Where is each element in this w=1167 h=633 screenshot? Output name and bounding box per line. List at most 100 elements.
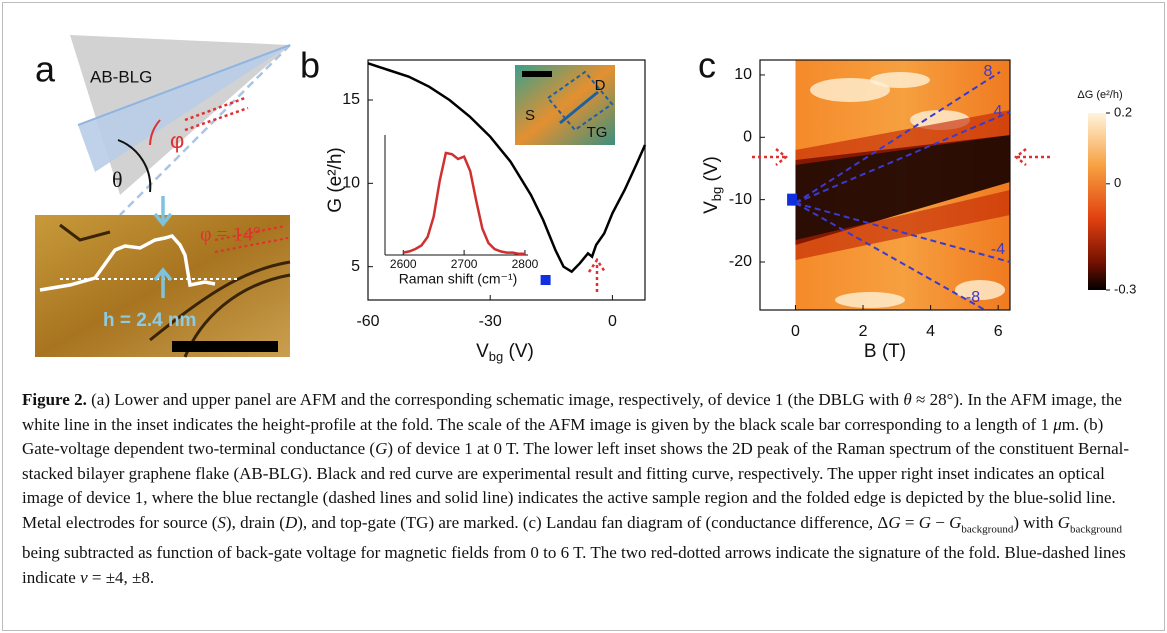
panel-label: c: [698, 45, 716, 86]
colorbar-tick-label: -0.3: [1114, 281, 1136, 296]
colorbar-tick-label: 0: [1114, 175, 1121, 190]
y-tick-label: -10: [729, 191, 752, 208]
heatmap-feature: [870, 72, 930, 88]
caption-math: G: [888, 512, 901, 532]
y-tick-label: 5: [351, 258, 360, 275]
x-tick-label: 0: [608, 313, 617, 330]
caption-text: m. (b) Gate-voltage dependent two-termin…: [22, 414, 1104, 459]
axis-label-unit: (V): [503, 341, 534, 362]
phi-value: φ = 14°: [200, 224, 261, 246]
caption-text: ), drain (: [225, 512, 285, 532]
caption-label: Figure 2.: [22, 390, 87, 409]
caption-subscript: background: [961, 522, 1014, 535]
marker: [787, 193, 798, 206]
axis-label-main: V: [701, 201, 722, 214]
caption-text: (a) Lower and upper panel are AFM and th…: [86, 390, 904, 409]
caption-math: G: [918, 512, 932, 532]
x-tick-label: 2800: [512, 257, 539, 271]
figure: AB-BLG φ θ a φ = 14° h = 2.4 nm -60 -30 0 5…: [35, 35, 1136, 364]
optical-image: [515, 65, 615, 145]
plot-frame: [367, 59, 646, 301]
edge-line: [77, 44, 291, 126]
y-tick-label: 10: [342, 175, 360, 192]
caption-math: D: [284, 512, 298, 532]
fold-line: [119, 44, 291, 216]
caption-math: S: [217, 512, 226, 532]
axis-label-unit: (V): [701, 156, 722, 187]
axis-label: Raman shift (cm⁻¹): [399, 271, 518, 287]
sample-region: [546, 70, 614, 132]
caption-text: −: [931, 512, 950, 532]
angle-line: [184, 96, 246, 122]
colorbar-tick-label: 0.2: [1114, 104, 1132, 119]
phi-arc: [149, 119, 161, 146]
angle-line: [184, 106, 249, 132]
caption-text: ) with: [1013, 512, 1058, 532]
y-tick-label: -20: [729, 253, 752, 270]
plot-frame: [759, 59, 1011, 311]
axis-label-sub: bg: [489, 349, 503, 364]
caption-math: ν: [80, 567, 88, 587]
marker: [540, 275, 551, 285]
height-arrow: [153, 196, 173, 298]
data-line: [403, 151, 525, 256]
heatmap-feature: [810, 78, 890, 102]
y-tick-label: 0: [743, 129, 752, 146]
electrode-label: TG: [587, 124, 608, 141]
x-tick-label: 4: [926, 323, 935, 340]
filling-factor-line: [795, 202, 1011, 263]
electrode-label: D: [595, 77, 606, 94]
x-tick-label: -30: [479, 313, 502, 330]
electrode-label: S: [525, 107, 535, 124]
caption-text: = ±4, ±8.: [87, 567, 155, 587]
axis-label-sub: bg: [709, 187, 724, 201]
axis-label: Vbg (V): [701, 156, 724, 214]
x-tick-label: 2700: [451, 257, 478, 271]
caption-math: G: [1057, 512, 1071, 532]
scale-bar: [522, 71, 552, 77]
filling-factor-label: -4: [991, 241, 1005, 258]
caption-math: μ: [1053, 414, 1062, 434]
scale-bar: [172, 341, 278, 352]
caption-math: G: [949, 512, 962, 532]
x-tick-label: 2: [859, 323, 868, 340]
folded-layer: [78, 45, 290, 172]
filling-factor-line: [794, 71, 1001, 204]
filling-factor-label: 4: [994, 103, 1003, 120]
x-tick-label: -60: [356, 313, 379, 330]
caption-text: ) of device 1 at 0 T. The lower left ins…: [22, 439, 1130, 532]
y-tick-label: 10: [734, 66, 752, 83]
filling-factor-line: [794, 202, 986, 311]
colorbar: [1088, 113, 1106, 290]
caption-subscript: background: [1070, 522, 1122, 535]
colorbar-label: ΔG (e²/h): [1077, 89, 1122, 101]
axis-label-main: V: [476, 341, 489, 362]
schematic-label: AB-BLG: [90, 67, 152, 86]
heatmap-feature: [795, 110, 1010, 165]
fold-arrow: [1013, 148, 1050, 166]
fold-arrow: [752, 148, 789, 166]
caption-text: ), and top-gate (TG) are marked. (c) Lan…: [297, 512, 889, 532]
theta-symbol: θ: [112, 167, 123, 192]
caption-math: θ: [903, 390, 912, 409]
fold-arrow: [587, 257, 607, 292]
x-tick-label: 6: [994, 323, 1003, 340]
caption-text: ≈ 28°). In the AFM image, the white line…: [22, 390, 1122, 434]
x-tick-label: 0: [791, 323, 800, 340]
heatmap-feature: [795, 190, 1010, 260]
panel-label: b: [300, 45, 320, 86]
axis-label: B (T): [864, 341, 906, 362]
filling-factor-label: 8: [984, 63, 993, 80]
theta-arc: [117, 139, 152, 193]
axis-label: Vbg (V): [476, 341, 534, 364]
x-tick-label: 2600: [390, 257, 417, 271]
caption-text: =: [900, 512, 919, 532]
panel-label: a: [35, 49, 56, 90]
fold-edge: [559, 90, 599, 125]
caption: Figure 2. (a) Lower and upper panel are …: [22, 388, 1144, 590]
heatmap-feature: [955, 280, 1005, 300]
y-tick-label: 15: [342, 91, 360, 108]
height-value: h = 2.4 nm: [103, 310, 196, 331]
caption-math: G: [375, 439, 388, 458]
